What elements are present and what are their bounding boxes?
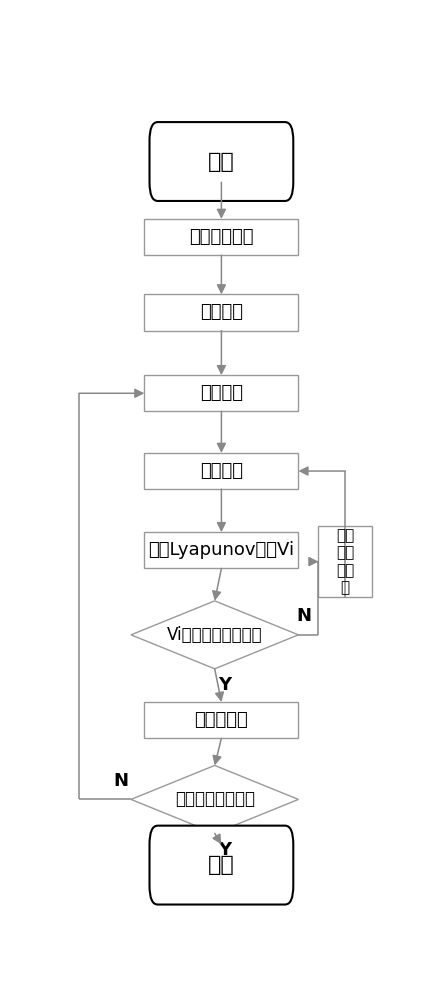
Bar <box>144 219 299 255</box>
Bar <box>144 702 299 738</box>
Text: 性能是否满足要求: 性能是否满足要求 <box>175 790 255 808</box>
Text: 开始: 开始 <box>208 152 235 172</box>
Bar <box>144 532 299 568</box>
Text: 控制器设计: 控制器设计 <box>194 711 248 729</box>
Text: 定义
滑模
面函
数: 定义 滑模 面函 数 <box>336 528 354 595</box>
Text: 期望控制: 期望控制 <box>200 384 243 402</box>
Text: 结束: 结束 <box>208 855 235 875</box>
FancyBboxPatch shape <box>149 826 293 905</box>
Bar <box>144 453 299 489</box>
Polygon shape <box>131 601 299 669</box>
Text: Y: Y <box>218 841 231 859</box>
Bar <box>144 294 299 331</box>
Text: N: N <box>296 607 311 625</box>
Text: 选择Lyapunov函数Vi: 选择Lyapunov函数Vi <box>148 541 295 559</box>
Bar <box>144 375 299 411</box>
Text: 定义误差: 定义误差 <box>200 462 243 480</box>
Text: 目标输入: 目标输入 <box>200 304 243 322</box>
Polygon shape <box>131 765 299 833</box>
Text: Y: Y <box>218 676 231 694</box>
Text: 定义状态变量: 定义状态变量 <box>189 228 254 246</box>
Text: Vi导函数是否大于零: Vi导函数是否大于零 <box>167 626 263 644</box>
Bar <box>318 526 372 597</box>
Text: N: N <box>114 772 128 790</box>
FancyBboxPatch shape <box>149 122 293 201</box>
